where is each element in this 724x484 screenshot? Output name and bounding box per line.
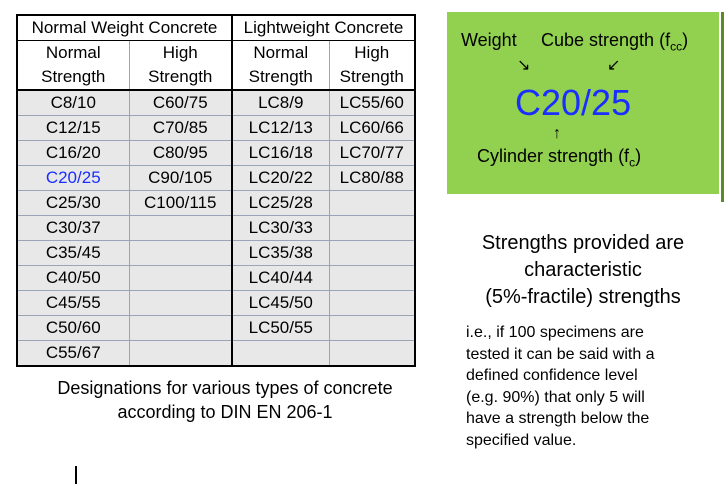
heading-line: Strengths provided are (481, 232, 685, 254)
table-cell: C40/50 (16, 265, 130, 291)
subheader-nw-high: High Strength (128, 40, 233, 91)
cylinder-strength-label: Cylinder strength (fc) (477, 146, 642, 170)
table-cell (128, 315, 233, 341)
slide-edge-line (721, 12, 724, 202)
table-row: C20/25 C90/105 LC20/22 LC80/88 (16, 165, 416, 191)
table-cell: LC70/77 (328, 140, 416, 166)
arrow-down-right-icon: ↘ (517, 57, 531, 74)
note-line: specified value. (466, 431, 577, 449)
table-cell: LC8/9 (231, 89, 330, 116)
subheader-lw-high: High Strength (328, 40, 416, 91)
characteristic-strength-heading: Strengths provided are characteristic (5… (458, 230, 708, 311)
arrow-up-icon: ↑ (553, 125, 561, 142)
table-cell (328, 340, 416, 367)
table-cell: C55/67 (16, 340, 130, 367)
note-line: i.e., if 100 specimens are (466, 324, 644, 341)
table-row: C55/67 (16, 340, 416, 367)
table-cell (328, 265, 416, 291)
table-cell: LC20/22 (231, 165, 330, 191)
table-cell: LC12/13 (231, 115, 330, 141)
table-cell: C70/85 (128, 115, 233, 141)
arrow-down-left-icon: ↙ (607, 57, 621, 74)
table-row: C50/60 LC50/55 (16, 315, 416, 341)
table-cell (328, 290, 416, 316)
table-cell: LC80/88 (328, 165, 416, 191)
table-caption: Designations for various types of concre… (20, 376, 430, 424)
text-cursor (75, 466, 77, 484)
table-cell: C60/75 (128, 89, 233, 116)
table-row: C45/55 LC45/50 (16, 290, 416, 316)
table-cell (231, 340, 330, 367)
table-row: C35/45 LC35/38 (16, 240, 416, 266)
table-cell (328, 315, 416, 341)
table-cell (128, 290, 233, 316)
weight-label: Weight (461, 30, 517, 50)
table-cell: LC30/33 (231, 215, 330, 241)
caption-line: according to DIN EN 206-1 (117, 402, 333, 422)
designation-explanation-box: Weight Cube strength (fcc) ↘ ↙ C20/25 ↑ … (447, 12, 719, 194)
table-cell: C12/15 (16, 115, 130, 141)
note-line: have a strength below the (466, 410, 650, 427)
note-line: tested it can be said with a (466, 345, 655, 363)
heading-line: characteristic (524, 259, 642, 281)
table-cell: LC45/50 (231, 290, 330, 316)
table-cell: C35/45 (16, 240, 130, 266)
table-cell-highlighted: C20/25 (16, 165, 130, 191)
note-line: (e.g. 90%) that only 5 will (466, 388, 645, 406)
table-cell (328, 215, 416, 241)
table-cell: LC16/18 (231, 140, 330, 166)
table-cell (328, 190, 416, 216)
group-header-normal-weight: Normal Weight Concrete (16, 14, 233, 41)
table-cell (128, 215, 233, 241)
table-cell: C25/30 (16, 190, 130, 216)
group-header-lightweight: Lightweight Concrete (231, 14, 416, 41)
cube-strength-label: Cube strength (fcc) (541, 30, 689, 54)
confidence-note: i.e., if 100 specimens are tested it can… (466, 322, 716, 451)
table-cell: LC55/60 (328, 89, 416, 116)
table-cell: C8/10 (16, 89, 130, 116)
table-cell: C30/37 (16, 215, 130, 241)
table-cell: LC50/55 (231, 315, 330, 341)
table-cell: LC40/44 (231, 265, 330, 291)
note-line: defined confidence level (466, 367, 638, 384)
heading-line: (5%-fractile) strengths (485, 286, 681, 308)
table-row: C16/20 C80/95 LC16/18 LC70/77 (16, 140, 416, 166)
table-cell (128, 340, 233, 367)
caption-line: Designations for various types of concre… (57, 378, 393, 398)
table-cell: LC25/28 (231, 190, 330, 216)
table-cell: C16/20 (16, 140, 130, 166)
table-cell (128, 240, 233, 266)
table-cell: C90/105 (128, 165, 233, 191)
table-cell: LC35/38 (231, 240, 330, 266)
table-row: C12/15 C70/85 LC12/13 LC60/66 (16, 115, 416, 141)
table-cell: C45/55 (16, 290, 130, 316)
table-row: C40/50 LC40/44 (16, 265, 416, 291)
table-cell: C80/95 (128, 140, 233, 166)
concrete-designations-table: Normal Weight Concrete Lightweight Concr… (16, 14, 416, 367)
subheader-nw-normal: Normal Strength (16, 40, 130, 91)
example-designation: C20/25 (515, 82, 632, 123)
table-cell: LC60/66 (328, 115, 416, 141)
table-row: C8/10 C60/75 LC8/9 LC55/60 (16, 89, 416, 116)
table-row: C30/37 LC30/33 (16, 215, 416, 241)
table-cell (328, 240, 416, 266)
table-cell: C50/60 (16, 315, 130, 341)
table-cell: C100/115 (128, 190, 233, 216)
subheader-lw-normal: Normal Strength (231, 40, 330, 91)
table-cell (128, 265, 233, 291)
table-row: C25/30 C100/115 LC25/28 (16, 190, 416, 216)
